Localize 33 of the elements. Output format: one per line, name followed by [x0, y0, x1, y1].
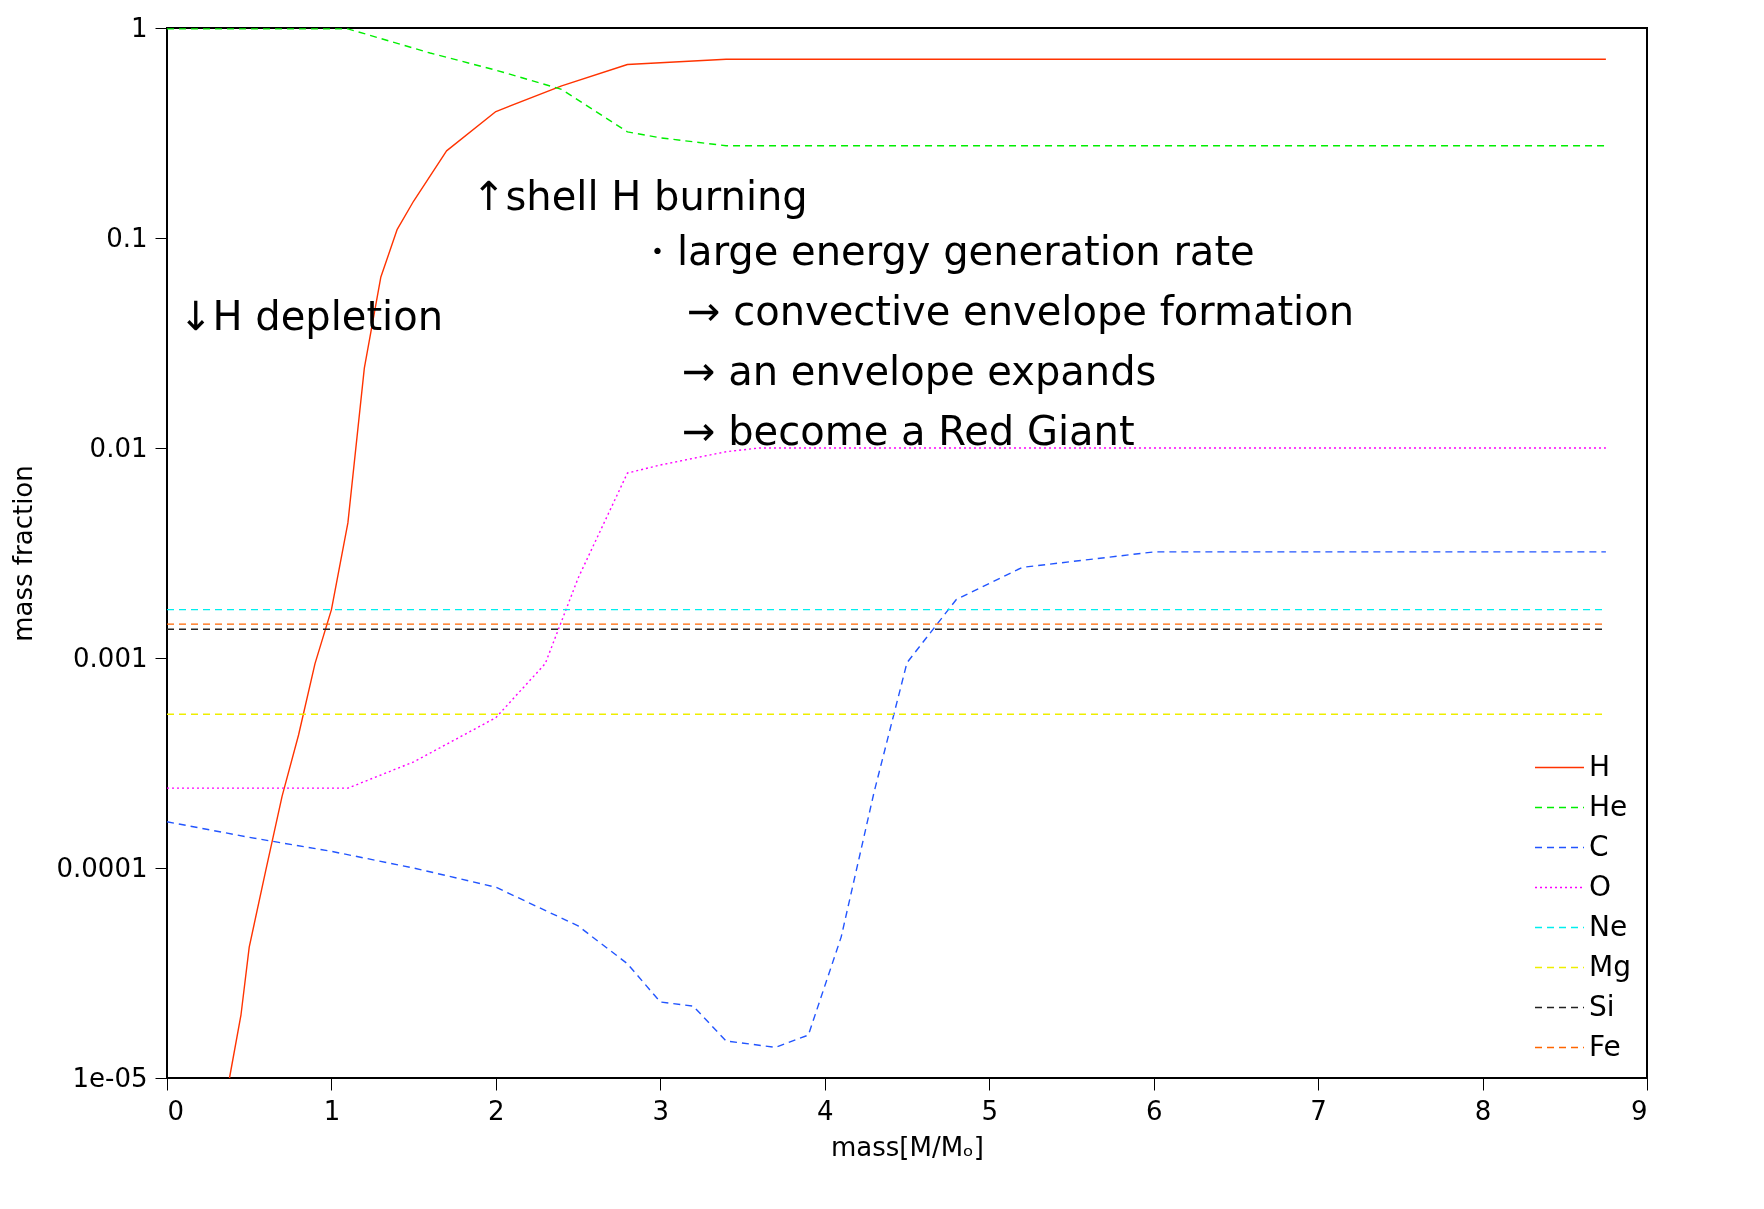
x-tick-label: 4 [817, 1095, 834, 1126]
y-tick-label: 1 [130, 12, 148, 43]
y-tick-label: 0.01 [89, 432, 148, 463]
line-series [166, 28, 1607, 147]
legend-label: Si [1589, 989, 1615, 1023]
x-axis-title: mass[M/Mₒ] [830, 1131, 985, 1162]
annotation: ↑shell H burning [472, 173, 808, 219]
x-tick-label: 7 [1310, 1095, 1327, 1126]
legend-label: O [1589, 869, 1612, 903]
legend-label: Ne [1589, 909, 1628, 943]
annotation: ・large energy generation rate [637, 228, 1255, 274]
x-tick-label: 6 [1145, 1095, 1163, 1126]
legend-label: H [1589, 749, 1611, 783]
legend-label: Mg [1589, 949, 1631, 983]
y-tick-label: 0.001 [73, 642, 148, 673]
legend-label: Fe [1589, 1029, 1621, 1063]
x-tick-label: 8 [1474, 1095, 1492, 1126]
x-tick-label: 0 [167, 1095, 185, 1126]
x-tick-label: 9 [1630, 1095, 1648, 1126]
x-tick-label: 3 [652, 1095, 670, 1126]
legend-label: C [1589, 829, 1609, 863]
x-tick-label: 2 [488, 1095, 505, 1126]
x-tick-label: 5 [981, 1095, 998, 1126]
annotation: → convective envelope formation [687, 288, 1355, 334]
legend-label: He [1589, 789, 1628, 823]
y-tick-label: 1e-05 [72, 1062, 148, 1093]
annotation: → become a Red Giant [682, 408, 1135, 454]
x-tick-label: 1 [323, 1095, 341, 1126]
y-tick-label: 0.0001 [56, 852, 148, 883]
annotation: → an envelope expands [682, 348, 1157, 394]
y-tick-label: 0.1 [106, 222, 148, 253]
line-series [166, 447, 1607, 789]
y-axis-title: mass fraction [7, 465, 38, 642]
